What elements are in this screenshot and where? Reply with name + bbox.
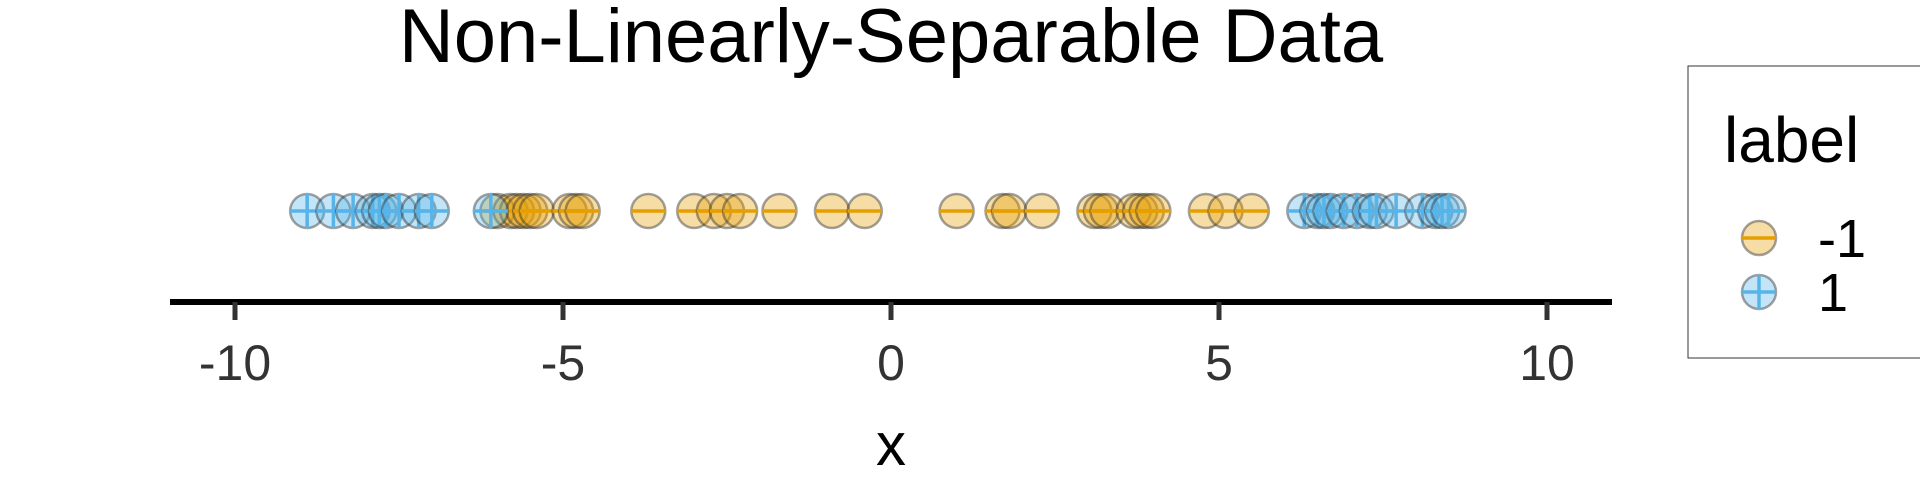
data-point-series-1 [1430, 192, 1467, 230]
data-point-series-0 [1023, 192, 1061, 230]
data-point-series-0 [1207, 192, 1244, 230]
chart-title: Non-Linearly-Separable Data [399, 0, 1384, 79]
data-point-series-0 [721, 192, 759, 230]
data-point-series-0 [1135, 192, 1172, 230]
data-point-series-1 [472, 192, 510, 230]
data-point-series-0 [630, 192, 667, 230]
x-tick-label: 0 [877, 335, 905, 391]
legend-key-series-0 [1740, 219, 1778, 257]
legend-key-series-1 [1740, 273, 1778, 311]
x-tick-label: 10 [1519, 335, 1575, 391]
data-point-series-0 [1233, 192, 1271, 230]
data-point-series-0 [813, 192, 851, 230]
legend-label: -1 [1818, 209, 1866, 269]
data-point-series-0 [1089, 192, 1126, 230]
legend-label: 1 [1818, 263, 1848, 323]
x-tick-label: -5 [541, 335, 585, 391]
data-points [288, 192, 1467, 230]
data-point-series-1 [413, 192, 451, 230]
x-axis-ticks: -10 -5 0 5 10 [199, 302, 1575, 391]
data-point-series-0 [938, 192, 975, 230]
data-point-series-0 [846, 192, 884, 230]
data-point-series-0 [761, 192, 798, 230]
x-tick-label: 5 [1205, 335, 1233, 391]
x-tick-label: -10 [199, 335, 271, 391]
data-point-series-1 [380, 192, 418, 230]
legend-box [1687, 65, 1920, 359]
data-point-series-0 [990, 192, 1028, 230]
data-point-series-0 [518, 192, 556, 230]
legend-items: -11 [1740, 209, 1866, 323]
data-point-series-0 [564, 192, 601, 230]
x-axis-label: x [876, 411, 906, 478]
data-point-series-1 [288, 192, 326, 230]
legend: label -11 [1687, 65, 1920, 359]
legend-title: label [1724, 104, 1859, 176]
